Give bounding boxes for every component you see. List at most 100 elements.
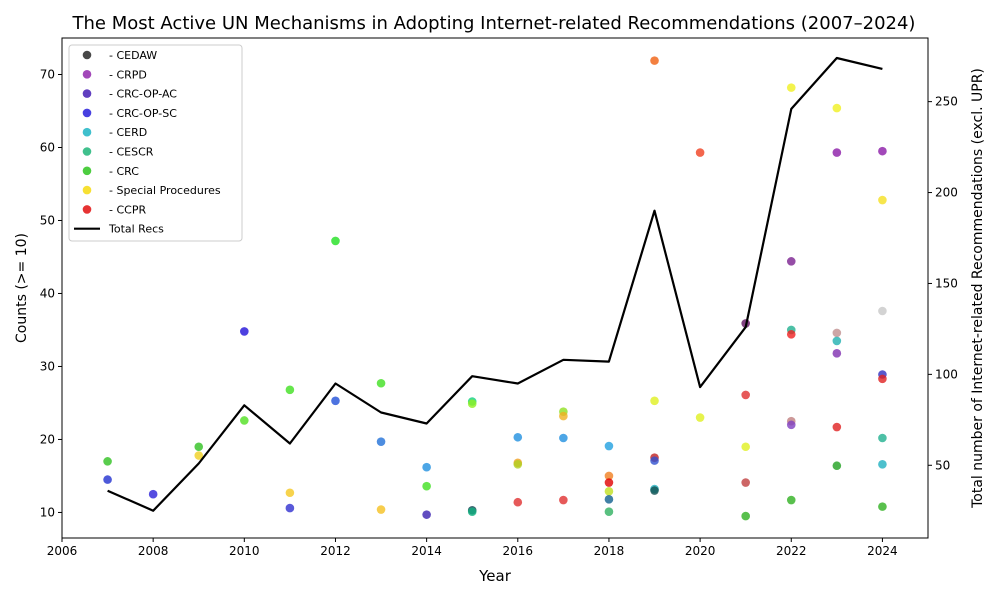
legend-marker [82, 70, 92, 79]
legend-label: Total Recs [108, 223, 164, 236]
y2-tick-label: 50 [935, 458, 950, 472]
legend-marker [82, 185, 92, 195]
x-tick-label: 2016 [503, 544, 534, 558]
legend-box [68, 44, 243, 242]
scatter-point [285, 385, 295, 395]
scatter-point [331, 236, 340, 246]
y-axis-left: 10 20 30 40 50 60 70 [40, 67, 62, 519]
legend-marker [82, 50, 92, 60]
legend-label: - CRPD [109, 68, 147, 81]
scatter-points [103, 56, 887, 521]
scatter-point [240, 327, 249, 336]
scatter-point [148, 489, 158, 499]
x-tick-label: 2018 [594, 544, 625, 558]
scatter-point [513, 432, 523, 442]
legend-label: - CESCR [109, 146, 154, 159]
y-tick-label: 60 [40, 140, 55, 154]
scatter-point [103, 457, 112, 466]
y-tick-label: 30 [40, 359, 55, 373]
scatter-point [559, 411, 568, 421]
scatter-point [604, 471, 614, 481]
scatter-point [832, 148, 842, 157]
legend-label: - CRC [109, 165, 139, 178]
scatter-point [467, 399, 477, 408]
x-tick-label: 2010 [229, 544, 260, 558]
scatter-point [604, 495, 614, 504]
x-axis: 2006 2008 2010 2012 2014 2016 2018 2020 2022 2024 [47, 538, 898, 558]
scatter-point [513, 497, 523, 507]
scatter-point [832, 103, 842, 113]
legend-marker [82, 108, 92, 118]
x-tick-label: 2008 [138, 544, 169, 558]
scatter-point [650, 56, 659, 65]
x-axis-label: Year [478, 567, 512, 585]
scatter-point [650, 456, 659, 465]
legend-label: - CCPR [109, 203, 146, 216]
x-tick-label: 2020 [685, 544, 716, 558]
legend-marker [82, 205, 92, 214]
y-tick-label: 40 [40, 286, 55, 300]
scatter-point [741, 390, 750, 400]
scatter-point [194, 442, 204, 452]
scatter-point [559, 433, 568, 443]
scatter-point [604, 478, 614, 487]
x-tick-label: 2014 [411, 544, 442, 558]
scatter-point [695, 413, 705, 422]
scatter-point [878, 306, 887, 316]
scatter-point [878, 459, 887, 469]
scatter-point [376, 378, 386, 388]
scatter-point [741, 511, 750, 521]
scatter-point [376, 505, 386, 514]
x-tick-label: 2022 [776, 544, 807, 558]
total-recs-line-group [107, 56, 883, 512]
scatter-point [422, 481, 431, 491]
scatter-point [786, 420, 796, 430]
y-tick-label: 50 [40, 213, 55, 227]
y-tick-label: 20 [40, 432, 55, 446]
legend-label: - CRC-OP-AC [109, 88, 177, 101]
scatter-point [513, 459, 523, 469]
scatter-point [285, 503, 295, 513]
scatter-point [194, 451, 204, 460]
scatter-point [832, 422, 842, 432]
scatter-point [604, 441, 614, 451]
scatter-point [376, 437, 386, 446]
scatter-point [467, 507, 477, 517]
plot-area-frame [61, 37, 929, 539]
x-tick-label: 2006 [47, 544, 78, 558]
total-recs-line [107, 56, 883, 512]
scatter-point [786, 495, 796, 505]
scatter-point [878, 146, 887, 156]
legend-marker [82, 89, 92, 98]
scatter-point [285, 488, 295, 498]
scatter-point [878, 433, 887, 443]
scatter-point [604, 507, 614, 517]
scatter-point [832, 336, 842, 346]
legend: - CEDAW - CRPD - CRC-OP-AC - CRC-OP-SC - CER… [68, 44, 243, 242]
scatter-point [103, 475, 112, 484]
y-tick-label: 70 [40, 67, 55, 81]
scatter-point [331, 396, 340, 406]
scatter-point [786, 83, 796, 92]
scatter-point [741, 442, 750, 452]
scatter-point [559, 495, 568, 505]
y-axis-right: 50 100 150 200 250 [928, 95, 958, 472]
x-tick-label: 2012 [320, 544, 351, 558]
x-tick-label: 2024 [867, 544, 898, 558]
y2-tick-label: 150 [935, 276, 958, 290]
scatter-point [878, 195, 887, 205]
scatter-point [832, 328, 842, 338]
scatter-point [832, 461, 842, 471]
y2-axis-label: Total number of Internet-related Recomme… [970, 68, 986, 509]
legend-marker [82, 166, 92, 176]
scatter-point [604, 486, 614, 496]
chart-title: The Most Active UN Mechanisms in Adoptin… [72, 13, 916, 34]
scatter-point [650, 486, 659, 495]
scatter-point [878, 502, 887, 511]
legend-marker [82, 147, 92, 156]
scatter-point [422, 510, 431, 519]
y-axis-label: Counts (>= 10) [14, 233, 30, 343]
scatter-point [786, 330, 796, 339]
